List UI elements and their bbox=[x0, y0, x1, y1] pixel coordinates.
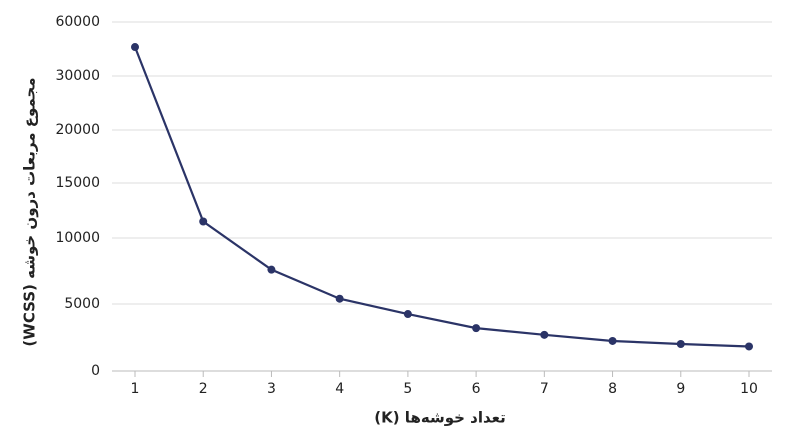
x-tick-label: 4 bbox=[335, 381, 344, 397]
point bbox=[540, 330, 549, 339]
x-axis-title: تعداد خوشه‌ها (K) bbox=[374, 409, 505, 427]
x-tick-label: 10 bbox=[740, 381, 758, 397]
point bbox=[199, 217, 208, 226]
x-tick-label: 9 bbox=[676, 381, 685, 397]
y-tick-label: 0 bbox=[91, 363, 100, 379]
y-tick-label: 60000 bbox=[55, 14, 100, 30]
point bbox=[403, 310, 412, 319]
x-tick-label: 7 bbox=[540, 381, 549, 397]
x-tick-label: 5 bbox=[403, 381, 412, 397]
point bbox=[608, 336, 617, 345]
point bbox=[745, 342, 753, 351]
point bbox=[676, 339, 685, 348]
x-tick-label: 3 bbox=[267, 381, 276, 397]
y-tick-label: 20000 bbox=[55, 122, 100, 138]
y-tick-label: 5000 bbox=[64, 296, 100, 312]
x-tick-label: 8 bbox=[608, 381, 617, 397]
point bbox=[335, 294, 344, 303]
y-tick-label: 30000 bbox=[55, 68, 100, 84]
y-tick-label: 15000 bbox=[55, 175, 100, 191]
y-tick-label: 10000 bbox=[55, 230, 100, 246]
point bbox=[267, 265, 276, 274]
point bbox=[131, 43, 139, 52]
line bbox=[133, 46, 750, 348]
y-axis-title: مجموع مربعات درون خوشه (WCSS) bbox=[21, 77, 39, 346]
x-tick-label: 2 bbox=[199, 381, 208, 397]
point bbox=[472, 324, 481, 333]
x-tick-label: 6 bbox=[472, 381, 481, 397]
x-tick-label: 1 bbox=[131, 381, 140, 397]
